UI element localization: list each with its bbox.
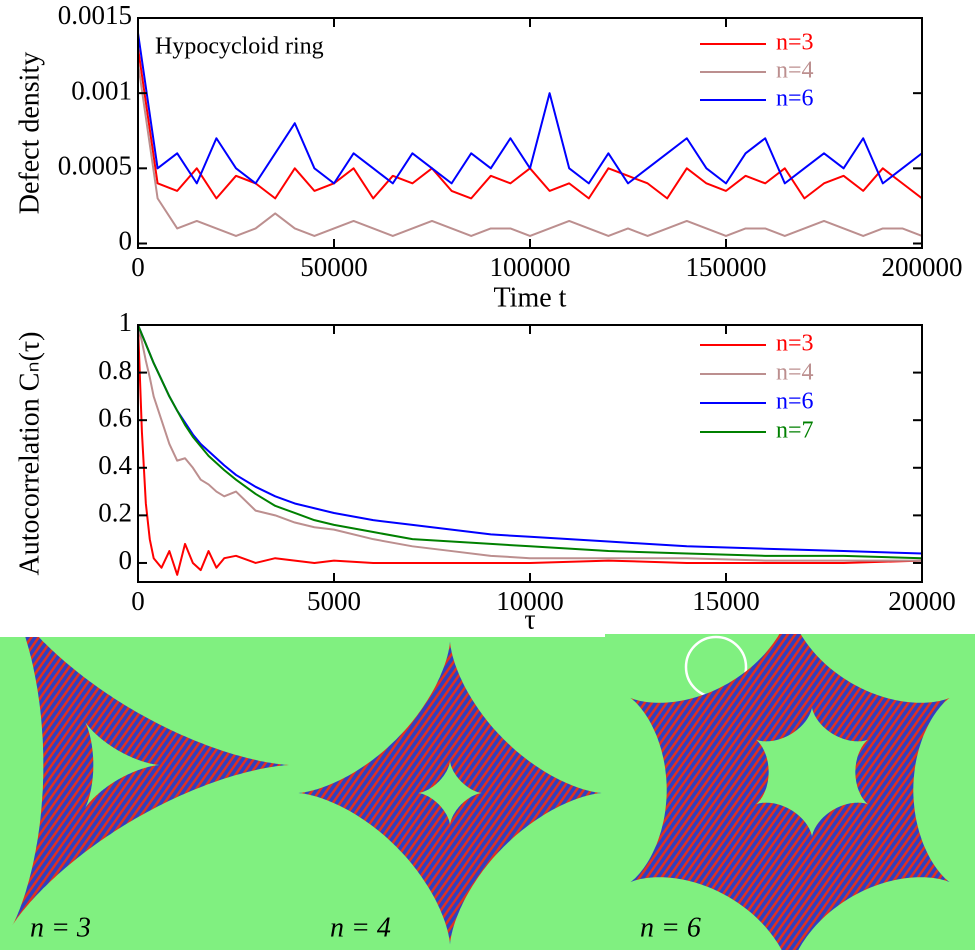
- x-axis-label: τ: [524, 604, 535, 635]
- y-tick-label: 0: [119, 226, 133, 256]
- panel-label: n = 4: [330, 912, 391, 943]
- y-tick-label: 0: [119, 545, 133, 575]
- charts: 0 50000 100000 150000 20000000.00050.0010.00…: [14, 0, 962, 635]
- x-tick-label: 5000: [307, 586, 361, 616]
- y-tick-label: 1: [119, 307, 133, 337]
- y-axis-label: Autocorrelation Cₙ(τ): [14, 331, 45, 575]
- y-tick-label: 0.8: [98, 355, 132, 385]
- x-tick-label: 50000: [300, 252, 368, 282]
- x-tick-label: 10000: [496, 586, 564, 616]
- annotation: Hypocycloid ring: [155, 34, 324, 60]
- legend-label: n=4: [776, 58, 814, 84]
- x-tick-label: 100000: [490, 252, 571, 282]
- y-tick-label: 0.4: [98, 450, 132, 480]
- y-tick-label: 0.6: [98, 402, 132, 432]
- hypocycloid-ring: [629, 634, 951, 950]
- legend-label: n=3: [776, 30, 814, 56]
- x-tick-label: 0: [131, 252, 145, 282]
- data-line: [138, 32, 922, 185]
- y-tick-label: 0.001: [71, 75, 132, 105]
- x-tick-label: 15000: [692, 586, 760, 616]
- x-tick-label: 150000: [686, 252, 767, 282]
- legend-label: n=3: [776, 331, 814, 357]
- y-axis-label: Defect density: [14, 52, 45, 215]
- panels: n = 3 n = 4 n = 6: [0, 634, 975, 950]
- panel-label: n = 6: [640, 912, 701, 943]
- x-tick-label: 20000: [888, 586, 956, 616]
- data-line: [138, 325, 922, 562]
- legend-label: n=6: [776, 389, 814, 415]
- y-tick-label: 0.0015: [58, 0, 132, 30]
- hypocycloid-ring: [298, 641, 602, 945]
- panel-label: n = 3: [30, 912, 91, 943]
- x-axis-label: Time t: [494, 282, 567, 313]
- y-tick-label: 0.2: [98, 498, 132, 528]
- legend-label: n=7: [776, 418, 814, 444]
- x-tick-label: 200000: [882, 252, 963, 282]
- hypocycloid-ring: [12, 637, 290, 926]
- x-tick-label: 0: [131, 586, 145, 616]
- data-line: [138, 325, 922, 576]
- legend-label: n=6: [776, 86, 814, 112]
- data-line: [138, 325, 922, 560]
- data-line: [138, 62, 922, 237]
- y-tick-label: 0.0005: [58, 151, 132, 181]
- legend-label: n=4: [776, 360, 814, 386]
